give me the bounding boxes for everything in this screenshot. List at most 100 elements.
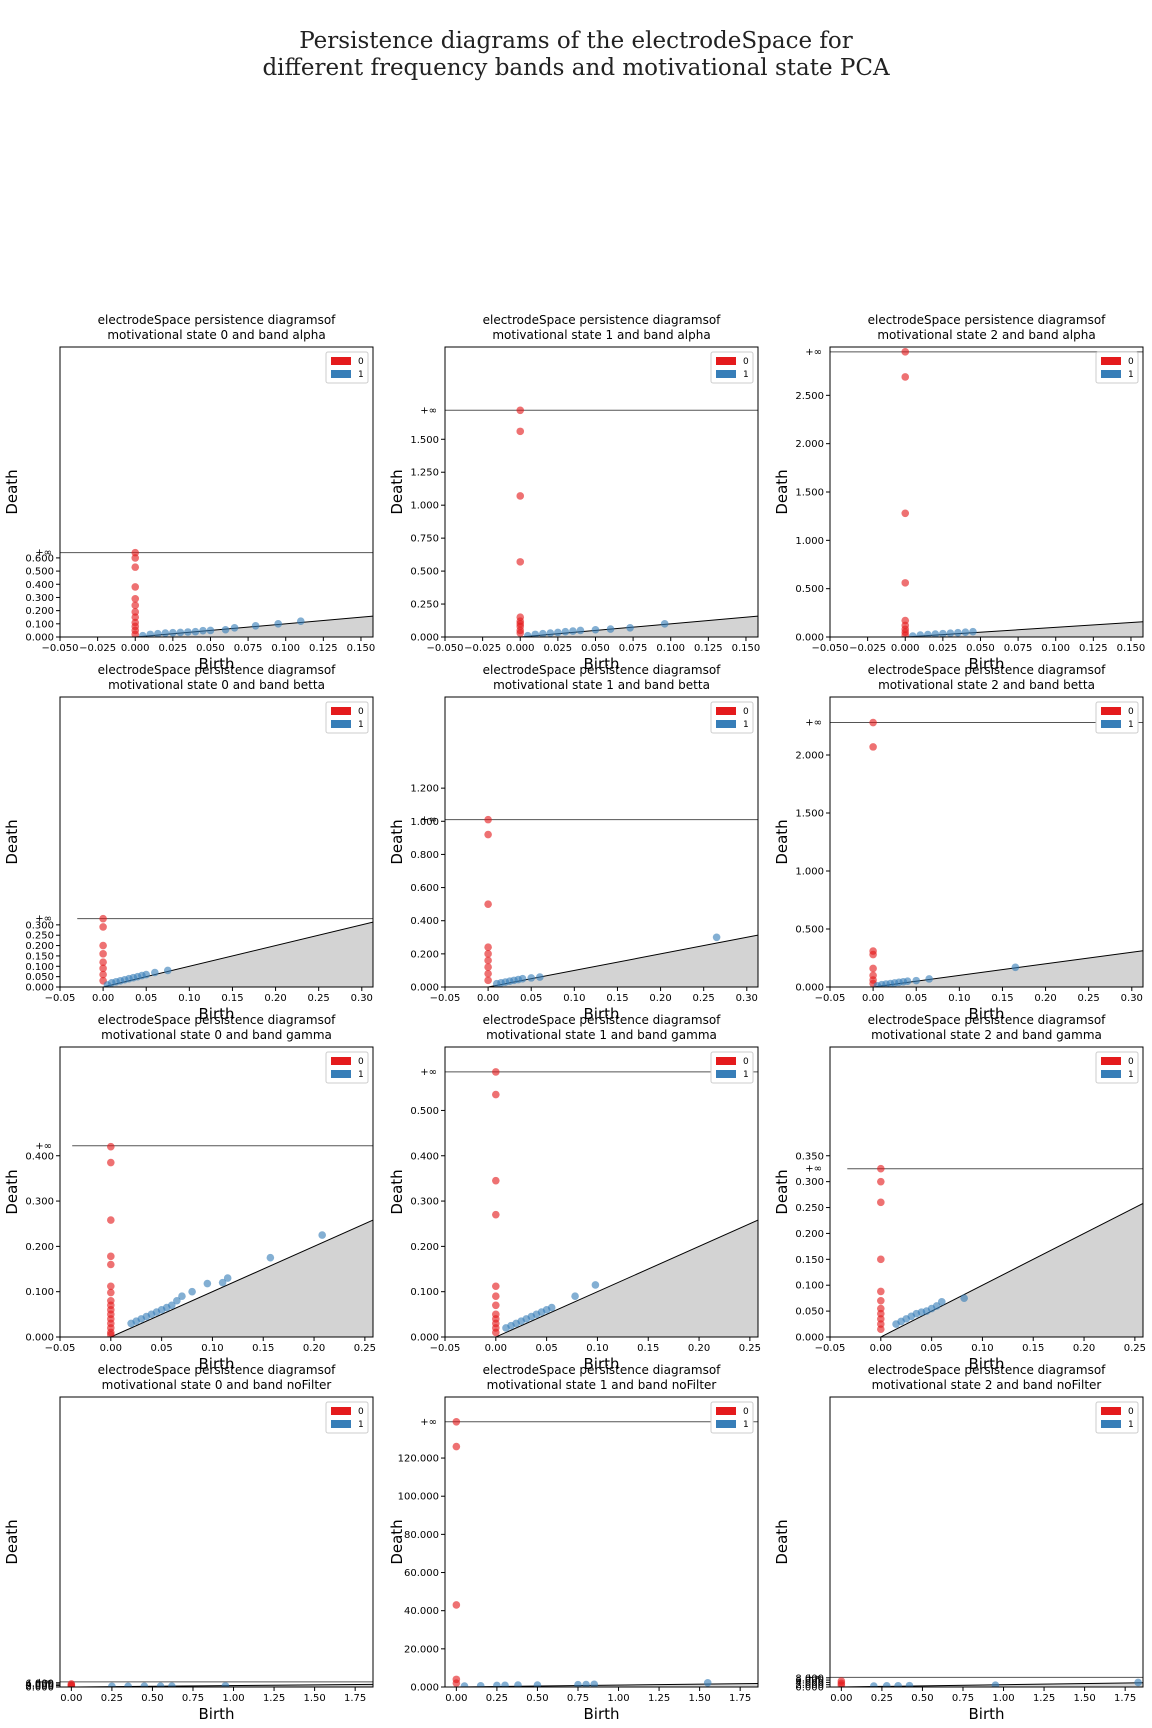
x-tick-label: 0.05 [135, 993, 157, 1004]
point-h1 [931, 630, 940, 637]
y-axis-label: Death [773, 819, 791, 864]
diagonal-shade [830, 1203, 1143, 1337]
plot-frame [829, 1046, 1144, 1338]
diagonal-shade [445, 935, 758, 987]
y-axis-label: Death [388, 819, 406, 864]
point-h1 [961, 628, 970, 636]
legend: 01 [1095, 1401, 1139, 1434]
diagonal-line [897, 621, 1143, 637]
y-tick-label: 2.000 [25, 1681, 54, 1692]
chart-title-line-2: motivational state 0 and band noFilter [102, 1378, 332, 1392]
legend: 01 [710, 351, 754, 384]
x-tick-label: 0.75 [952, 1693, 974, 1704]
y-tick-label: 0.500 [410, 567, 439, 578]
legend-swatch-h1 [331, 370, 351, 378]
legend-label-h0: 0 [743, 357, 749, 367]
legend: 01 [1095, 701, 1139, 734]
point-h1 [203, 1279, 212, 1288]
legend-swatch-h1 [331, 1070, 351, 1078]
point-h0 [107, 1282, 115, 1291]
y-tick-label: 2.000 [795, 1680, 824, 1691]
point-h0 [492, 1301, 500, 1310]
infinity-tick-label: +∞ [35, 1677, 52, 1688]
x-tick-label: 0.15 [637, 1343, 659, 1354]
legend-label-h1: 1 [358, 370, 364, 380]
x-tick-label: 0.20 [264, 993, 286, 1004]
legend: 01 [325, 701, 369, 734]
x-tick-label: 0.30 [736, 993, 758, 1004]
legend-label-h1: 1 [1128, 1070, 1134, 1080]
point-h0 [901, 631, 910, 637]
legend-swatch-h0 [716, 707, 736, 715]
y-tick-label: 0.600 [410, 883, 439, 894]
x-tick-label: 0.00 [870, 1343, 892, 1354]
x-tick-label: 0.025 [159, 643, 188, 654]
legend-label-h0: 0 [743, 1057, 749, 1067]
point-h1 [969, 627, 977, 636]
chart-panel-6: +∞ −0.05 0.00 0.05 0.10 0.15 0.20 0.25 0.30 0.000… [773, 663, 1144, 1023]
point-h1 [574, 1680, 582, 1687]
y-tick-label: 0.750 [410, 534, 439, 545]
point-h1 [156, 1682, 165, 1687]
x-tick-label: 0.050 [196, 643, 225, 654]
x-tick-label: 1.00 [222, 1693, 244, 1704]
point-h1 [546, 629, 555, 637]
x-tick-label: 0.10 [563, 993, 585, 1004]
x-tick-label: 0.25 [354, 1343, 376, 1354]
point-h0 [107, 1216, 115, 1224]
point-h0 [131, 554, 140, 562]
y-tick-label: 0.300 [795, 1177, 824, 1188]
chart-title-line-2: motivational state 0 and band betta [108, 678, 325, 692]
figure-title: Persistence diagrams of the electrodeSpa… [0, 28, 1152, 82]
legend-swatch-h0 [1101, 357, 1121, 365]
legend-swatch-h0 [716, 1407, 736, 1415]
chart-title-line-1: electrodeSpace persistence diagramsof [483, 1363, 722, 1377]
x-tick-label: −0.025 [79, 643, 116, 654]
point-h1 [561, 627, 570, 636]
x-tick-label: −0.05 [815, 993, 846, 1004]
y-tick-label: 2.500 [795, 391, 824, 402]
x-tick-label: 1.50 [303, 1693, 325, 1704]
y-tick-label: 0.500 [410, 1106, 439, 1117]
legend: 01 [325, 1051, 369, 1084]
x-axis-label: Birth [583, 1355, 619, 1373]
plot-frame [829, 1396, 1144, 1688]
x-tick-label: 0.15 [1022, 1343, 1044, 1354]
x-tick-label: 0.25 [693, 993, 715, 1004]
diagonal-shade [60, 1684, 373, 1687]
y-tick-label: 0.500 [795, 584, 824, 595]
point-h1 [163, 966, 172, 975]
figure-title-line-2: different frequency bands and motivation… [262, 55, 890, 81]
legend: 01 [1095, 351, 1139, 384]
y-tick-label: 40.000 [404, 1606, 439, 1617]
y-axis-label: Death [388, 1169, 406, 1214]
x-tick-label: 0.075 [234, 643, 263, 654]
legend-swatch-h1 [331, 1420, 351, 1428]
legend-label-h0: 0 [358, 707, 364, 717]
y-tick-label: 0.200 [25, 606, 54, 617]
x-tick-label: 0.25 [1124, 1343, 1146, 1354]
y-tick-label: 0.200 [410, 1242, 439, 1253]
y-tick-label: 2.000 [795, 751, 824, 762]
point-h0 [901, 579, 910, 587]
point-h1 [591, 625, 600, 634]
point-h1 [223, 1274, 232, 1282]
x-tick-label: 0.075 [1004, 643, 1033, 654]
point-h0 [67, 1682, 76, 1687]
point-h1 [554, 628, 562, 637]
point-h0 [131, 601, 140, 610]
legend-label-h0: 0 [358, 1057, 364, 1067]
point-h1 [124, 1682, 132, 1687]
legend-swatch-h0 [331, 1407, 351, 1415]
chart-title-line-1: electrodeSpace persistence diagramsof [868, 663, 1107, 677]
diagonal-line [129, 615, 373, 637]
y-tick-label: 0.250 [795, 1203, 824, 1214]
x-tick-label: 0.20 [649, 993, 671, 1004]
point-h0 [131, 563, 140, 571]
point-h0 [516, 427, 525, 436]
point-h0 [131, 613, 140, 622]
point-h0 [877, 1325, 885, 1334]
legend-label-h1: 1 [1128, 1420, 1134, 1430]
point-h0 [869, 743, 877, 751]
x-tick-label: 0.15 [252, 1343, 274, 1354]
